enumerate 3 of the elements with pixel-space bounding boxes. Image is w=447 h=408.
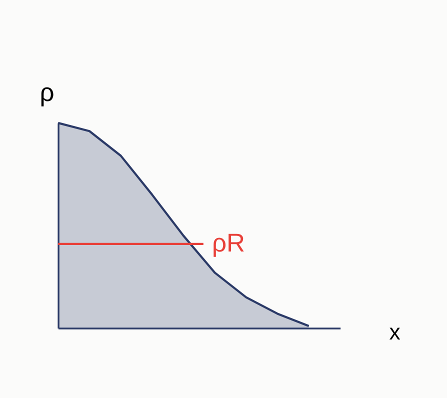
ref-line-label: ρR (212, 230, 246, 258)
x-axis-title: x (389, 320, 400, 345)
y-axis-title: ρ (40, 79, 54, 108)
